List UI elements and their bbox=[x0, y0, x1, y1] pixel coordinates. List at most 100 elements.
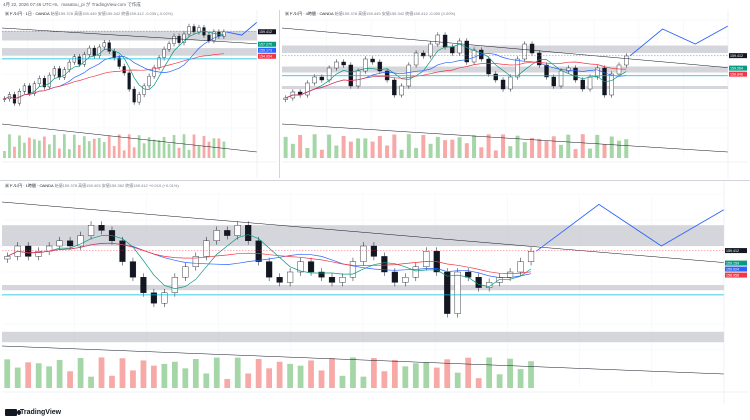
volume-bar bbox=[421, 135, 426, 158]
h1-chart-pane[interactable]: 米ドル/円 · 1時間 · OANDA 始値159.378 高値159.403 … bbox=[2, 182, 748, 404]
brand-label: TradingView bbox=[20, 409, 62, 416]
candle-up bbox=[413, 52, 419, 66]
candle-down bbox=[370, 245, 377, 257]
h4-chart-canvas[interactable]: 159.412 159.064 158.846 bbox=[282, 10, 748, 178]
volume-bar bbox=[493, 150, 498, 158]
candle-up bbox=[312, 76, 317, 84]
candle-up bbox=[624, 55, 629, 66]
volume-bar bbox=[363, 138, 368, 158]
candle-down bbox=[444, 271, 451, 314]
h1-chart-canvas[interactable]: 159.412 159.159 159.024 158.958 bbox=[2, 182, 748, 404]
candle-down bbox=[544, 64, 549, 78]
volume-bar bbox=[544, 141, 549, 158]
trend-line bbox=[2, 201, 725, 263]
candle-up bbox=[142, 85, 146, 95]
candle-down bbox=[107, 42, 111, 52]
daily-chart-pane[interactable]: 米ドル/円 · 1日 · OANDA 始値159.378 高値159.449 安… bbox=[2, 10, 277, 178]
volume-bar bbox=[197, 145, 201, 158]
candle-up bbox=[187, 26, 191, 35]
ma-red-line bbox=[7, 242, 532, 275]
volume-bar bbox=[371, 358, 377, 388]
volume-bar bbox=[412, 363, 419, 388]
pane-divider-vertical[interactable] bbox=[279, 10, 280, 178]
volume-bar bbox=[43, 136, 46, 158]
price-tag-bg bbox=[729, 53, 747, 59]
candle-down bbox=[140, 276, 147, 293]
volume-bar bbox=[192, 358, 199, 388]
ma-red-line bbox=[285, 61, 627, 99]
candle-up bbox=[137, 94, 141, 103]
candle-up bbox=[161, 292, 168, 304]
candle-up bbox=[363, 58, 368, 72]
volume-bar bbox=[392, 134, 397, 158]
volume-bar bbox=[13, 146, 16, 158]
ma-blue-line bbox=[4, 34, 224, 100]
candle-down bbox=[529, 43, 535, 54]
candle-up bbox=[162, 48, 166, 59]
volume-bar bbox=[298, 135, 303, 158]
candle-down bbox=[112, 51, 116, 58]
h4-chart-pane[interactable]: 米ドル/円 · 4時間 · OANDA 始値159.378 高値159.449 … bbox=[282, 10, 748, 178]
candle-up bbox=[457, 40, 462, 54]
price-tag-label: 159.024 bbox=[726, 267, 739, 271]
candle-down bbox=[580, 79, 585, 90]
candle-up bbox=[4, 256, 11, 260]
volume-bar bbox=[112, 146, 116, 158]
volume-bar bbox=[119, 358, 126, 388]
volume-bar bbox=[486, 357, 493, 388]
candle-down bbox=[42, 78, 46, 88]
resistance-zone bbox=[2, 225, 724, 246]
volume-bar bbox=[92, 138, 96, 158]
candle-up bbox=[147, 75, 151, 87]
forecast-path bbox=[536, 203, 725, 252]
volume-bar bbox=[140, 360, 147, 388]
candle-up bbox=[72, 56, 76, 63]
candle-down bbox=[177, 36, 181, 43]
volume-bar bbox=[52, 134, 56, 158]
candle-up bbox=[616, 64, 622, 75]
resistance-zone bbox=[2, 48, 257, 56]
candle-up bbox=[349, 261, 357, 278]
volume-bar bbox=[522, 142, 527, 158]
volume-bar bbox=[161, 363, 168, 388]
pane-title: 米ドル/円 · 4時間 · OANDA 始値159.378 高値159.449 … bbox=[285, 11, 456, 16]
volume-bar bbox=[283, 136, 288, 158]
volume-bar bbox=[107, 135, 111, 158]
volume-bar bbox=[28, 137, 31, 158]
price-tag-bg bbox=[729, 65, 747, 71]
volume-bar bbox=[25, 362, 32, 388]
volume-bar bbox=[46, 366, 53, 388]
candle-up bbox=[56, 240, 63, 247]
volume-bar bbox=[167, 143, 171, 158]
pane-divider-horizontal[interactable] bbox=[0, 180, 750, 181]
candle-up bbox=[152, 67, 156, 77]
volume-bar bbox=[127, 134, 131, 158]
candle-down bbox=[192, 26, 196, 33]
volume-bar bbox=[443, 140, 448, 158]
volume-bar bbox=[464, 143, 469, 158]
volume-bar bbox=[8, 134, 11, 158]
price-tag-label: 159.412 bbox=[726, 249, 739, 253]
volume-bar bbox=[287, 363, 293, 388]
price-tag-bg bbox=[258, 29, 276, 35]
price-tag-label: 158.846 bbox=[730, 72, 743, 76]
pane-title: 米ドル/円 · 1日 · OANDA 始値159.378 高値159.449 安… bbox=[5, 11, 173, 16]
volume-bar bbox=[97, 138, 101, 158]
volume-bar bbox=[23, 142, 26, 158]
candle-up bbox=[171, 276, 178, 293]
candle-up bbox=[428, 43, 433, 57]
volume-bar bbox=[433, 367, 440, 388]
candle-up bbox=[558, 70, 564, 87]
daily-chart-canvas[interactable]: 159.412 157.270 159.173 154.954 bbox=[2, 10, 277, 178]
trend-line bbox=[282, 27, 729, 68]
forecast-path bbox=[629, 25, 729, 57]
candle-down bbox=[392, 79, 397, 96]
volume-bar bbox=[334, 145, 339, 158]
volume-bar bbox=[67, 371, 73, 388]
volume-bar bbox=[57, 148, 61, 158]
trend-line bbox=[282, 123, 729, 153]
candle-up bbox=[62, 69, 66, 78]
volume-bar bbox=[132, 147, 136, 158]
candle-down bbox=[307, 261, 315, 273]
candle-up bbox=[167, 43, 171, 50]
